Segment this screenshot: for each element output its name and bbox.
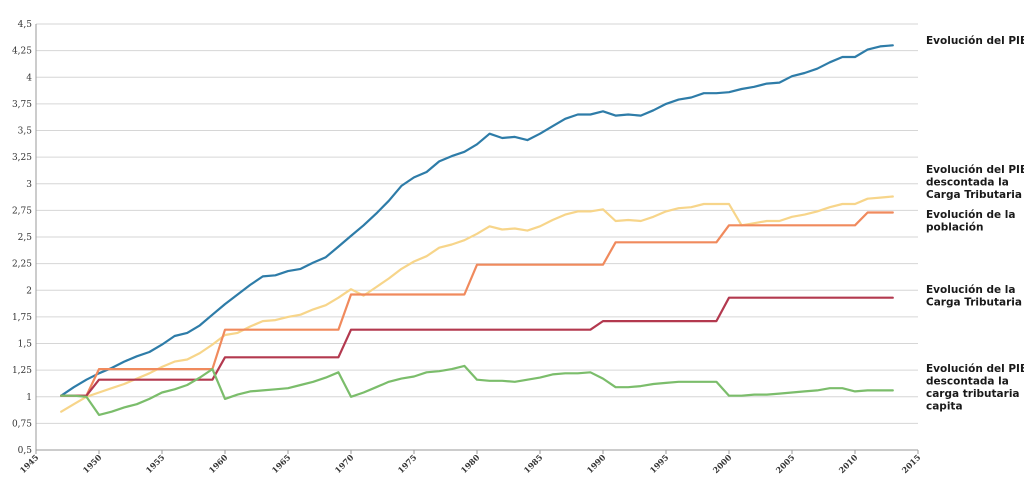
y-tick-label: 4,25: [12, 47, 32, 57]
legend-label: Evolución del PIB: [926, 164, 1024, 176]
series-line-carga: [60, 296, 894, 397]
legend-label: Evolución de la: [926, 209, 1015, 221]
legend-label: descontada la: [926, 177, 1009, 189]
y-tick-label: 1: [26, 393, 32, 403]
x-tick-label: 1980: [459, 452, 482, 475]
y-tick-label: 4,5: [18, 20, 33, 30]
y-tick-label: 1,25: [12, 366, 32, 376]
series-line-per-capita: [60, 364, 894, 416]
x-tick-label: 2005: [774, 452, 797, 475]
grid: [36, 23, 918, 451]
legend-label: Carga Tributaria: [926, 297, 1022, 309]
y-tick-label: 2,75: [12, 206, 32, 216]
legend-label: carga tributaria per: [926, 388, 1024, 400]
x-tick-label: 1960: [207, 452, 230, 475]
x-tick-label: 1965: [270, 452, 293, 475]
series-line-pib-descontada: [60, 195, 894, 413]
legend-label: descontada la: [926, 376, 1009, 388]
legend-label: Evolución del PIB: [926, 35, 1024, 47]
x-tick-label: 1970: [333, 452, 356, 475]
y-tick-label: 3,5: [18, 127, 33, 137]
y-tick-label: 3,75: [12, 100, 32, 110]
x-tick-label: 1975: [396, 452, 419, 475]
series-line-pib: [60, 44, 894, 397]
legend-label: Evolución del PIB: [926, 363, 1024, 375]
y-tick-label: 2: [26, 286, 32, 296]
y-tick-label: 2,5: [18, 233, 33, 243]
y-tick-label: 2,25: [12, 260, 32, 270]
legend-entry-pib: Evolución del PIB: [926, 35, 1024, 47]
x-tick-label: 1950: [81, 452, 104, 475]
legend-label: Carga Tributaria: [926, 189, 1022, 201]
x-tick-label: 2010: [837, 452, 860, 475]
legend-label: capita: [926, 401, 963, 413]
x-tick-label: 2015: [900, 452, 923, 475]
x-tick-label: 2000: [711, 452, 734, 475]
x-tick-label: 1995: [648, 452, 671, 475]
x-tick-label: 1990: [585, 452, 608, 475]
legend-label: Evolución de la: [926, 284, 1015, 296]
series-line-poblacion: [60, 211, 894, 397]
axes: 0,5 0,75 1 1,25 1,5 1,75 2 2,25 2,5 2,75 3 3,25 3,5 3…: [12, 20, 922, 475]
series-lines: [60, 44, 894, 416]
y-tick-label: 3: [26, 180, 32, 190]
x-tick-label: 1985: [522, 452, 545, 475]
y-tick-label: 1,75: [12, 313, 32, 323]
x-tick-label: 1955: [144, 452, 167, 475]
y-tick-label: 4: [26, 73, 32, 83]
y-tick-label: 3,25: [12, 153, 32, 163]
y-tick-label: 0,75: [12, 419, 32, 429]
y-tick-label: 1,5: [18, 340, 33, 350]
legend-label: población: [926, 222, 983, 234]
y-tick-label: 0,5: [18, 446, 33, 456]
